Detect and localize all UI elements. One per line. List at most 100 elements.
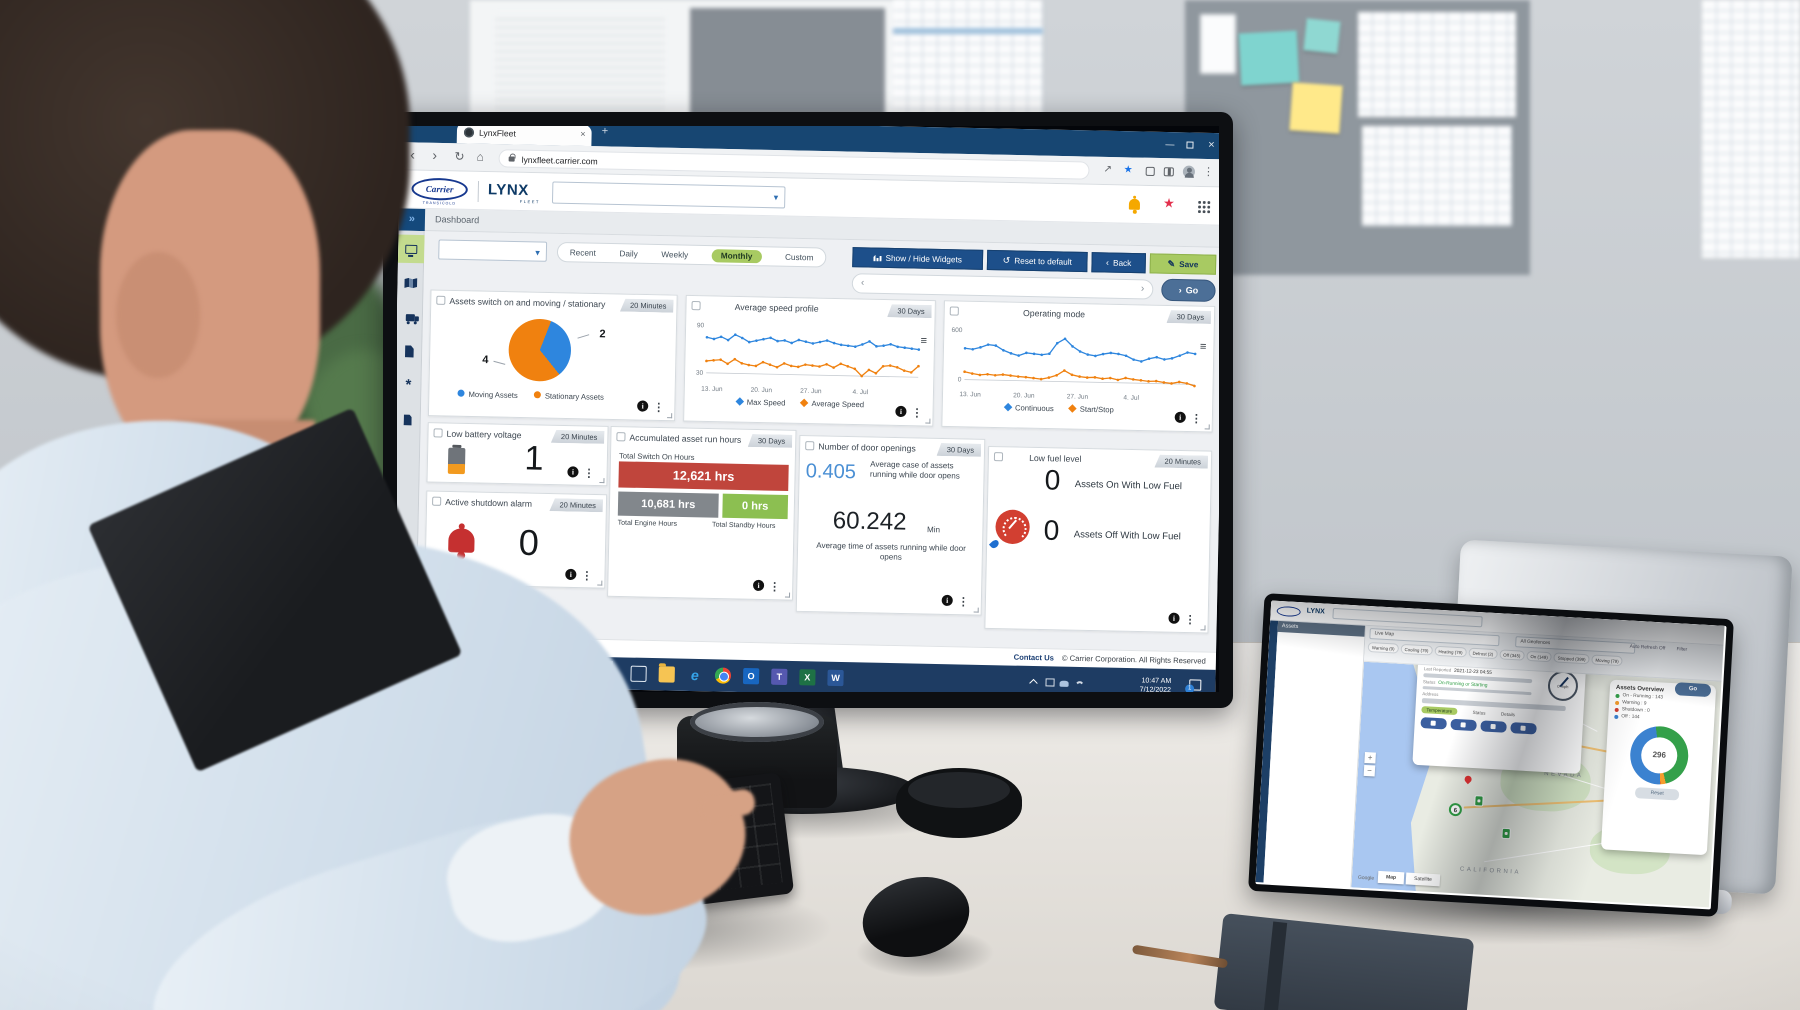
widget-menu-icon[interactable]: ⋮	[1184, 613, 1196, 627]
onedrive-icon[interactable]	[1059, 680, 1069, 687]
popup-action-button[interactable]	[1450, 718, 1477, 732]
widget-menu-icon[interactable]: ⋮	[581, 570, 593, 583]
zoom-out-button[interactable]: −	[1363, 765, 1376, 777]
widget-checkbox[interactable]	[691, 301, 701, 311]
info-icon[interactable]: i	[1174, 411, 1186, 423]
sidebar-item-assets[interactable]	[397, 303, 423, 332]
chip-defrost[interactable]: Defrost (2)	[1468, 647, 1498, 660]
browser-menu-icon[interactable]: ⋮	[1202, 165, 1215, 179]
popup-action-button[interactable]	[1420, 717, 1447, 730]
restore-button[interactable]	[1186, 141, 1194, 149]
back-icon[interactable]: ‹	[410, 146, 416, 163]
bookmark-star-icon[interactable]: ★	[1123, 164, 1133, 176]
popup-action-button[interactable]	[1480, 720, 1507, 733]
tab-weekly[interactable]: Weekly	[661, 249, 689, 260]
sidebar-item-docs[interactable]	[397, 405, 421, 434]
sidebar-item-cold[interactable]: *	[397, 371, 422, 400]
info-icon[interactable]: i	[752, 579, 765, 592]
global-search-select[interactable]: ▾	[551, 181, 786, 209]
tab-custom[interactable]: Custom	[784, 252, 814, 262]
reset-to-default-button[interactable]: ↺ Reset to default	[986, 249, 1088, 273]
resize-handle[interactable]	[667, 413, 673, 419]
home-icon[interactable]: ⌂	[476, 149, 484, 164]
widget-checkbox[interactable]	[949, 306, 959, 316]
action-center-icon[interactable]: 1	[1185, 679, 1202, 692]
resize-handle[interactable]	[925, 418, 931, 424]
go-button[interactable]: › Go	[1161, 278, 1216, 302]
chart-menu-icon[interactable]: ≡	[920, 334, 928, 348]
widget-menu-icon[interactable]: ⋮	[583, 467, 595, 480]
close-button[interactable]: ×	[1208, 138, 1215, 152]
chart-menu-icon[interactable]: ≡	[1199, 340, 1207, 354]
clock[interactable]: 10:47 AM 7/12/2022	[1140, 676, 1172, 692]
overview-reset-button[interactable]: Reset	[1634, 787, 1680, 801]
satellite-button[interactable]: Satellite	[1405, 872, 1441, 887]
popup-tab-details[interactable]: Details	[1500, 711, 1516, 718]
alert-marker[interactable]	[1463, 774, 1474, 785]
widget-checkbox[interactable]	[993, 452, 1004, 462]
mode-line-chart[interactable]: 600 0 13. Jun 20. Jun 27. Jun 4. Jul	[947, 321, 1206, 403]
laptop-map[interactable]: NEVADA UTAH CALIFORNIA 2 6 Asset ID 2479…	[1351, 661, 1722, 908]
ie-icon[interactable]: e	[690, 666, 699, 684]
back-button[interactable]: ‹ Back	[1091, 252, 1147, 274]
tab-recent[interactable]: Recent	[569, 247, 596, 258]
chip-off[interactable]: Off (345)	[1498, 649, 1525, 661]
outlook-icon[interactable]: O	[742, 667, 760, 685]
popup-tab-status[interactable]: Status	[1472, 710, 1486, 716]
chip-on[interactable]: On (149)	[1526, 650, 1553, 663]
task-view-icon[interactable]	[630, 665, 647, 683]
word-icon[interactable]: W	[827, 669, 844, 687]
info-icon[interactable]: i	[567, 466, 579, 478]
notifications-bell-icon[interactable]	[1128, 198, 1141, 210]
resize-handle[interactable]	[784, 592, 791, 598]
chrome-icon[interactable]	[714, 667, 732, 684]
info-icon[interactable]: i	[565, 568, 577, 581]
side-panel-icon[interactable]	[1163, 167, 1174, 177]
resize-handle[interactable]	[1200, 625, 1206, 631]
extensions-icon[interactable]	[1145, 166, 1155, 177]
speed-line-chart[interactable]: 90 30 13. Jun 20. Jun 27. Jun 4. Jul	[689, 316, 930, 397]
sidebar-item-map[interactable]	[397, 269, 424, 298]
tab-monthly[interactable]: Monthly	[711, 248, 762, 263]
profile-avatar[interactable]	[1182, 165, 1196, 178]
show-hide-widgets-button[interactable]: Show / Hide Widgets	[852, 247, 984, 270]
resize-handle[interactable]	[1204, 424, 1210, 430]
chip-cooling[interactable]: Cooling (79)	[1400, 643, 1433, 656]
widget-menu-icon[interactable]: ⋮	[1190, 412, 1202, 426]
widget-checkbox[interactable]	[436, 295, 446, 305]
info-icon[interactable]: i	[1168, 612, 1180, 624]
laptop-go-button[interactable]: Go	[1674, 682, 1712, 698]
widget-checkbox[interactable]	[433, 428, 443, 438]
excel-icon[interactable]: X	[799, 669, 816, 686]
popup-tab-temperature[interactable]: Temperature	[1421, 706, 1458, 716]
info-icon[interactable]: i	[941, 594, 953, 607]
teams-icon[interactable]: T	[771, 668, 788, 685]
forward-icon[interactable]: ›	[432, 146, 438, 163]
widget-menu-icon[interactable]: ⋮	[653, 401, 665, 415]
asset-marker[interactable]	[1501, 827, 1511, 840]
file-explorer-icon[interactable]	[658, 666, 675, 683]
widget-checkbox[interactable]	[616, 432, 626, 442]
widget-checkbox[interactable]	[432, 496, 442, 506]
chevron-left-icon[interactable]: ‹	[860, 277, 865, 289]
sidebar-item-dashboard[interactable]	[397, 234, 425, 264]
app-launcher-icon[interactable]	[1197, 200, 1211, 214]
pie-chart[interactable]	[508, 318, 572, 382]
resize-handle[interactable]	[597, 580, 603, 586]
filter-label[interactable]: Filter	[1676, 647, 1688, 653]
chip-moving[interactable]: Moving (79)	[1591, 654, 1623, 667]
new-tab-button[interactable]: +	[601, 126, 609, 138]
share-icon[interactable]: ↗	[1103, 163, 1113, 176]
widget-menu-icon[interactable]: ⋮	[768, 581, 781, 594]
chip-heating[interactable]: Heating (79)	[1434, 645, 1467, 658]
chip-warning[interactable]: Warning (9)	[1367, 641, 1399, 654]
resize-handle[interactable]	[973, 607, 979, 613]
dashboard-select[interactable]: ▾	[438, 239, 548, 262]
tab-daily[interactable]: Daily	[619, 248, 638, 259]
save-button[interactable]: ✎ Save	[1149, 253, 1217, 275]
tab-close-icon[interactable]: ×	[580, 128, 586, 139]
widget-menu-icon[interactable]: ⋮	[911, 407, 923, 420]
tray-icon[interactable]	[1045, 678, 1055, 687]
popup-action-button[interactable]	[1510, 722, 1537, 735]
widget-checkbox[interactable]	[805, 441, 815, 451]
